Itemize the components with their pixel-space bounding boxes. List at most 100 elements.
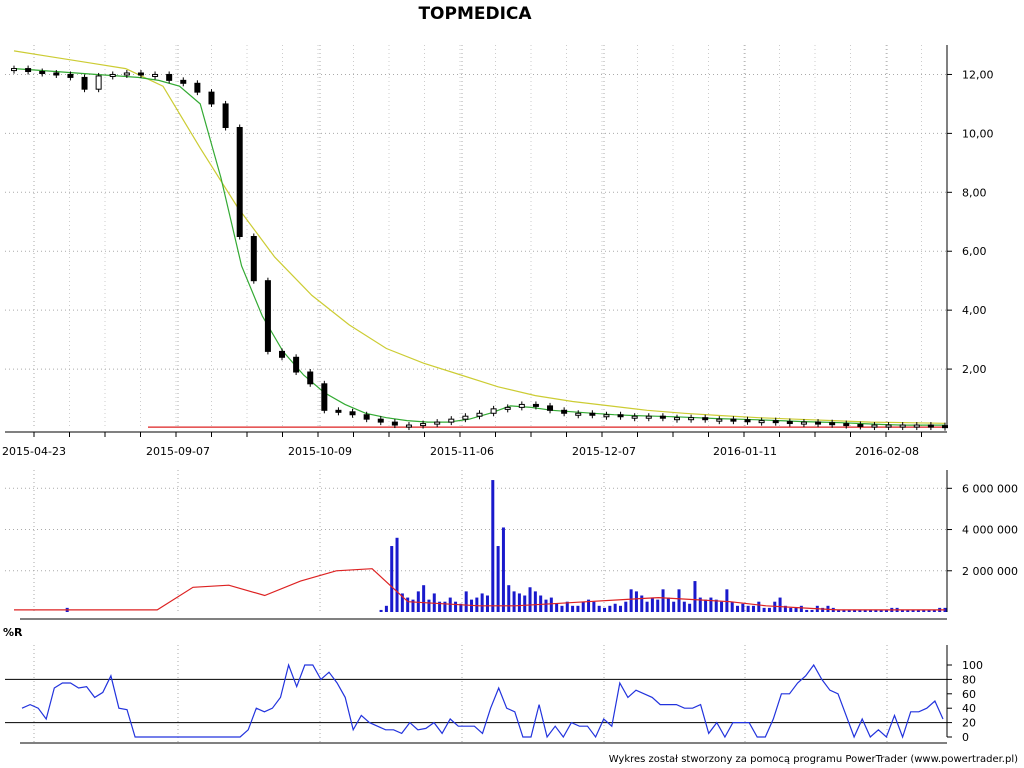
price-candle bbox=[589, 412, 596, 416]
wr-y-tick-label: 20 bbox=[962, 717, 976, 730]
volume-bars bbox=[65, 480, 947, 612]
volume-bar bbox=[932, 609, 936, 612]
volume-average-line bbox=[14, 568, 945, 611]
volume-bar bbox=[656, 599, 660, 612]
wr-line-path bbox=[21, 662, 944, 739]
volume-bar bbox=[438, 601, 442, 612]
volume-bar bbox=[720, 601, 724, 612]
price-candle bbox=[716, 418, 723, 422]
price-candle bbox=[321, 383, 328, 411]
price-candle bbox=[95, 75, 102, 90]
volume-bar bbox=[672, 601, 676, 612]
volume-bar bbox=[879, 609, 883, 612]
volume-bar bbox=[751, 605, 755, 612]
volume-bar bbox=[704, 599, 708, 612]
price-ma-short-path bbox=[13, 68, 945, 426]
price-candle bbox=[490, 408, 497, 414]
volume-bar bbox=[634, 591, 638, 612]
volume-y-tick-label: 6 000 000 bbox=[962, 482, 1018, 495]
volume-bar bbox=[693, 581, 697, 612]
volume-bar bbox=[613, 603, 617, 612]
price-candle bbox=[264, 280, 271, 352]
volume-bar bbox=[906, 609, 910, 612]
volume-bar bbox=[821, 607, 825, 612]
volume-panel: 6 000 000 4 000 000 2 000 000 bbox=[5, 470, 1018, 620]
price-candle bbox=[123, 72, 130, 76]
volume-bar bbox=[416, 591, 420, 612]
volume-bar bbox=[688, 603, 692, 612]
volume-bar bbox=[698, 597, 702, 612]
volume-bar bbox=[427, 599, 431, 612]
volume-grid bbox=[5, 470, 947, 612]
price-candle bbox=[631, 415, 638, 419]
volume-bar bbox=[666, 597, 670, 612]
price-candle bbox=[222, 103, 229, 128]
volume-bar bbox=[454, 601, 458, 612]
volume-average-path bbox=[14, 568, 945, 611]
price-candle bbox=[391, 421, 398, 426]
volume-bar bbox=[501, 527, 505, 612]
price-candle bbox=[532, 403, 539, 407]
price-candle bbox=[152, 73, 159, 77]
volume-bar bbox=[459, 603, 463, 612]
price-candle bbox=[673, 417, 680, 421]
volume-bar bbox=[592, 601, 596, 612]
price-candle bbox=[547, 405, 554, 411]
chart-title: TOPMEDICA bbox=[418, 4, 532, 24]
price-candle bbox=[109, 73, 116, 77]
volume-bar bbox=[379, 609, 383, 612]
price-candle bbox=[800, 421, 807, 425]
price-candle bbox=[645, 415, 652, 419]
volume-bar bbox=[682, 601, 686, 612]
volume-bar bbox=[448, 597, 452, 612]
price-y-tick-label: 12,00 bbox=[962, 68, 994, 81]
price-candle bbox=[405, 424, 412, 428]
price-candle bbox=[518, 403, 525, 408]
volume-bar bbox=[624, 601, 628, 612]
price-candle bbox=[871, 424, 878, 428]
price-candle bbox=[11, 68, 17, 72]
price-candle bbox=[307, 371, 314, 385]
price-x-tick-label: 2016-01-11 bbox=[713, 445, 777, 458]
wr-y-tick-label: 40 bbox=[962, 702, 976, 715]
volume-bar bbox=[464, 591, 468, 612]
volume-bar bbox=[778, 597, 782, 612]
price-candle bbox=[236, 126, 243, 237]
price-candle bbox=[575, 412, 582, 416]
volume-bar bbox=[874, 609, 878, 612]
price-candle bbox=[67, 73, 74, 78]
volume-y-tick-label: 4 000 000 bbox=[962, 524, 1018, 537]
price-candle bbox=[363, 414, 370, 420]
price-y-tick-label: 6,00 bbox=[962, 245, 987, 258]
volume-bar bbox=[528, 587, 532, 612]
price-candle bbox=[758, 420, 765, 424]
volume-bar bbox=[916, 609, 920, 612]
price-candle bbox=[208, 91, 215, 105]
volume-bar bbox=[507, 585, 511, 612]
volume-y-tick-label: 2 000 000 bbox=[962, 565, 1018, 578]
price-y-tick-label: 2,00 bbox=[962, 363, 987, 376]
volume-bar bbox=[555, 603, 559, 612]
price-candle bbox=[293, 356, 300, 373]
price-candle bbox=[137, 72, 144, 76]
price-candle bbox=[166, 73, 173, 81]
wr-y-tick-label: 60 bbox=[962, 688, 976, 701]
volume-bar bbox=[640, 595, 644, 612]
price-ma-long-path bbox=[13, 50, 946, 424]
volume-bar bbox=[512, 591, 516, 612]
price-candle bbox=[349, 411, 356, 416]
price-x-tick-label: 2016-02-08 bbox=[855, 445, 919, 458]
volume-bar bbox=[805, 609, 809, 612]
volume-bar bbox=[746, 605, 750, 612]
price-y-tick-label: 8,00 bbox=[962, 186, 987, 199]
price-candle bbox=[815, 421, 822, 425]
volume-bar bbox=[597, 605, 601, 612]
price-candle bbox=[730, 418, 737, 422]
price-candle bbox=[899, 424, 906, 428]
price-candle bbox=[476, 412, 483, 417]
price-ma-short-line bbox=[13, 68, 945, 426]
volume-bar bbox=[922, 609, 926, 612]
